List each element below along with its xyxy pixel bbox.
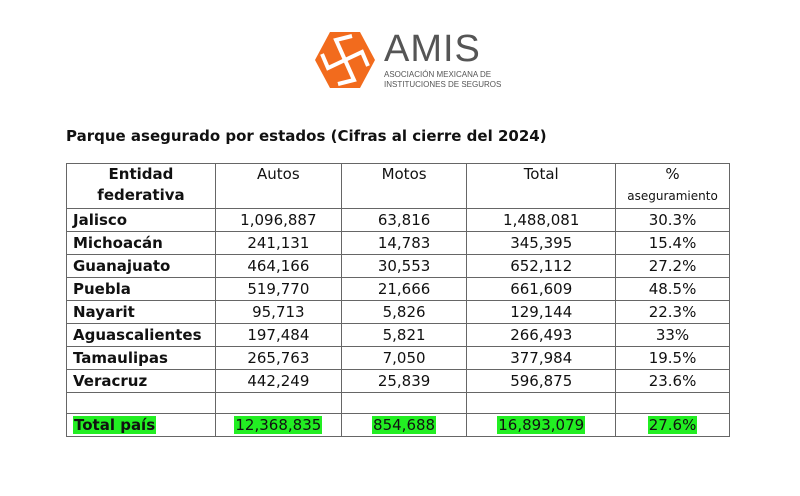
cell-total: 345,395 [466,231,617,255]
cell-autos: 265,763 [214,346,342,370]
total-total: 16,893,079 [466,413,617,437]
total-pct-text: 27.6% [647,416,698,434]
cell-entity: Puebla [66,277,216,301]
cell-pct: 33% [615,323,730,347]
total-total-text: 16,893,079 [497,416,586,434]
total-motos-text: 854,688 [372,416,437,434]
amis-logo: AMIS ASOCIACIÓN MEXICANA DE INSTITUCIONE… [314,28,501,90]
cell-pct: 23.6% [615,369,730,393]
total-label-text: Total país [73,416,157,434]
brand-tagline-2: INSTITUCIONES DE SEGUROS [384,80,502,89]
insured-vehicles-table: Entidad federativa Autos Motos Total % ase… [66,163,730,437]
table-row: Jalisco 1,096,887 63,816 1,488,081 30.3% [66,208,730,232]
cell-total: 129,144 [466,300,617,324]
cell-entity: Jalisco [66,208,216,232]
cell-motos: 14,783 [340,231,468,255]
header-total: Total [466,163,617,209]
amis-hexagon-icon [315,32,375,88]
cell-pct: 27.2% [615,254,730,278]
table-row: Veracruz 442,249 25,839 596,875 23.6% [66,369,730,393]
table-row: Guanajuato 464,166 30,553 652,112 27.2% [66,254,730,278]
header-pct: % aseguramiento [615,163,730,209]
total-motos: 854,688 [340,413,468,437]
cell-autos: 519,770 [214,277,342,301]
cell-autos: 197,484 [214,323,342,347]
header-pct-line1: % [665,165,680,183]
cell-motos: 5,826 [340,300,468,324]
table-row: Michoacán 241,131 14,783 345,395 15.4% [66,231,730,255]
header-entity: Entidad federativa [66,163,216,209]
empty-row [66,392,730,414]
table-row: Puebla 519,770 21,666 661,609 48.5% [66,277,730,301]
cell-pct: 15.4% [615,231,730,255]
cell-pct: 19.5% [615,346,730,370]
cell-total: 266,493 [466,323,617,347]
header-row: Entidad federativa Autos Motos Total % ase… [66,163,730,209]
cell-entity: Michoacán [66,231,216,255]
cell-pct: 48.5% [615,277,730,301]
cell-autos: 241,131 [214,231,342,255]
header-autos: Autos [214,163,342,209]
total-label: Total país [66,413,216,437]
cell-entity: Veracruz [66,369,216,393]
total-autos: 12,368,835 [214,413,342,437]
header-pct-line2: aseguramiento [627,189,718,203]
cell-pct: 22.3% [615,300,730,324]
brand-name: AMIS [384,28,481,70]
cell-motos: 21,666 [340,277,468,301]
cell-motos: 63,816 [340,208,468,232]
cell-motos: 7,050 [340,346,468,370]
cell-motos: 30,553 [340,254,468,278]
cell-autos: 1,096,887 [214,208,342,232]
total-pct: 27.6% [615,413,730,437]
cell-total: 652,112 [466,254,617,278]
cell-pct: 30.3% [615,208,730,232]
cell-entity: Nayarit [66,300,216,324]
table-row: Tamaulipas 265,763 7,050 377,984 19.5% [66,346,730,370]
cell-entity: Aguascalientes [66,323,216,347]
cell-motos: 5,821 [340,323,468,347]
cell-autos: 464,166 [214,254,342,278]
cell-entity: Tamaulipas [66,346,216,370]
total-row: Total país 12,368,835 854,688 16,893,079… [66,413,730,437]
total-autos-text: 12,368,835 [234,416,323,434]
page-title: Parque asegurado por estados (Cifras al … [66,127,547,145]
header-motos: Motos [340,163,468,209]
header-entity-line2: federativa [97,186,185,204]
table-row: Nayarit 95,713 5,826 129,144 22.3% [66,300,730,324]
cell-autos: 95,713 [214,300,342,324]
cell-entity: Guanajuato [66,254,216,278]
cell-total: 661,609 [466,277,617,301]
cell-total: 596,875 [466,369,617,393]
cell-total: 1,488,081 [466,208,617,232]
cell-total: 377,984 [466,346,617,370]
cell-autos: 442,249 [214,369,342,393]
header-entity-line1: Entidad [108,165,174,183]
brand-tagline-1: ASOCIACIÓN MEXICANA DE [384,70,492,79]
cell-motos: 25,839 [340,369,468,393]
table-row: Aguascalientes 197,484 5,821 266,493 33% [66,323,730,347]
